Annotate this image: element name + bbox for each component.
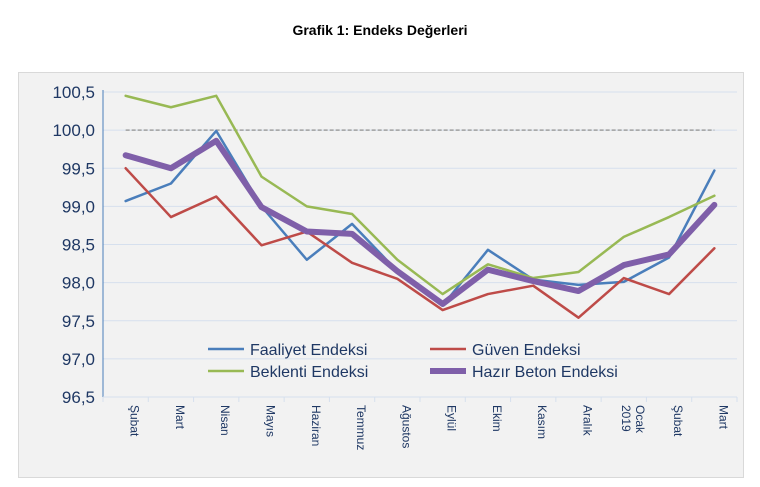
y-tick-label: 98,5 bbox=[62, 236, 95, 255]
x-tick-label: Şubat bbox=[128, 405, 142, 437]
legend-label: Beklenti Endeksi bbox=[250, 364, 368, 381]
x-tick-label: Şubat bbox=[671, 405, 685, 437]
y-tick-label: 97,5 bbox=[62, 312, 95, 331]
x-tick-label: Haziran bbox=[309, 405, 323, 446]
legend-label: Güven Endeksi bbox=[472, 342, 581, 359]
x-tick-label: 2019 bbox=[619, 405, 633, 432]
x-tick-label: Mart bbox=[716, 405, 730, 430]
series-line-4 bbox=[122, 137, 718, 307]
y-tick-label: 96,5 bbox=[62, 388, 95, 407]
chart-title: Grafik 1: Endeks Değerleri bbox=[292, 22, 468, 38]
x-tick-label: Aralık bbox=[581, 405, 595, 437]
chart-area bbox=[18, 72, 744, 478]
x-tick-label: Ağustos bbox=[399, 405, 413, 448]
x-tick-label: Ocak bbox=[633, 405, 647, 434]
y-tick-label: 100,0 bbox=[52, 121, 95, 140]
y-tick-label: 99,5 bbox=[62, 159, 95, 178]
series-line-2 bbox=[124, 167, 716, 319]
y-tick-label: 98,0 bbox=[62, 274, 95, 293]
x-tick-label: Mayıs bbox=[264, 405, 278, 437]
x-tick-label: Kasım bbox=[535, 405, 549, 439]
y-tick-label: 99,0 bbox=[62, 197, 95, 216]
x-tick-label: Mart bbox=[173, 405, 187, 430]
y-tick-label: 100,5 bbox=[52, 83, 95, 102]
legend-label: Faaliyet Endeksi bbox=[250, 342, 367, 359]
x-tick-label: Eylül bbox=[445, 405, 459, 431]
series-line-3 bbox=[124, 94, 716, 296]
legend-label: Hazır Beton Endeksi bbox=[472, 364, 618, 381]
y-tick-label: 97,0 bbox=[62, 350, 95, 369]
x-tick-label: Temmuz bbox=[354, 405, 368, 450]
x-tick-label: Nisan bbox=[218, 405, 232, 436]
x-tick-label: Ekim bbox=[490, 405, 504, 432]
